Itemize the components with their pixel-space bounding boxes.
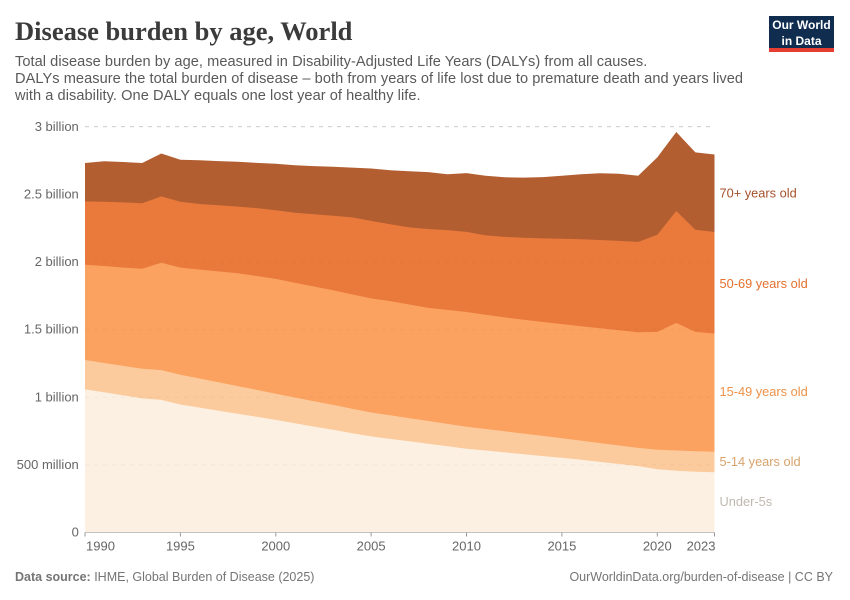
svg-text:1990: 1990 <box>86 539 115 554</box>
svg-text:2020: 2020 <box>643 539 672 554</box>
svg-text:3 billion: 3 billion <box>35 119 79 134</box>
svg-text:2005: 2005 <box>357 539 386 554</box>
svg-text:0: 0 <box>72 525 79 540</box>
svg-text:2000: 2000 <box>261 539 290 554</box>
svg-text:2015: 2015 <box>547 539 576 554</box>
svg-text:2010: 2010 <box>452 539 481 554</box>
svg-text:2.5 billion: 2.5 billion <box>24 186 79 201</box>
svg-text:70+ years old: 70+ years old <box>720 185 797 200</box>
svg-text:Under-5s: Under-5s <box>720 494 773 509</box>
svg-text:1.5 billion: 1.5 billion <box>24 322 79 337</box>
svg-text:1995: 1995 <box>166 539 195 554</box>
svg-text:2 billion: 2 billion <box>35 254 79 269</box>
svg-text:500 million: 500 million <box>17 457 79 472</box>
svg-text:50-69 years old: 50-69 years old <box>720 276 808 291</box>
svg-text:1 billion: 1 billion <box>35 389 79 404</box>
svg-text:15-49 years old: 15-49 years old <box>720 384 808 399</box>
svg-text:2023: 2023 <box>687 539 716 554</box>
svg-text:5-14 years old: 5-14 years old <box>720 454 801 469</box>
